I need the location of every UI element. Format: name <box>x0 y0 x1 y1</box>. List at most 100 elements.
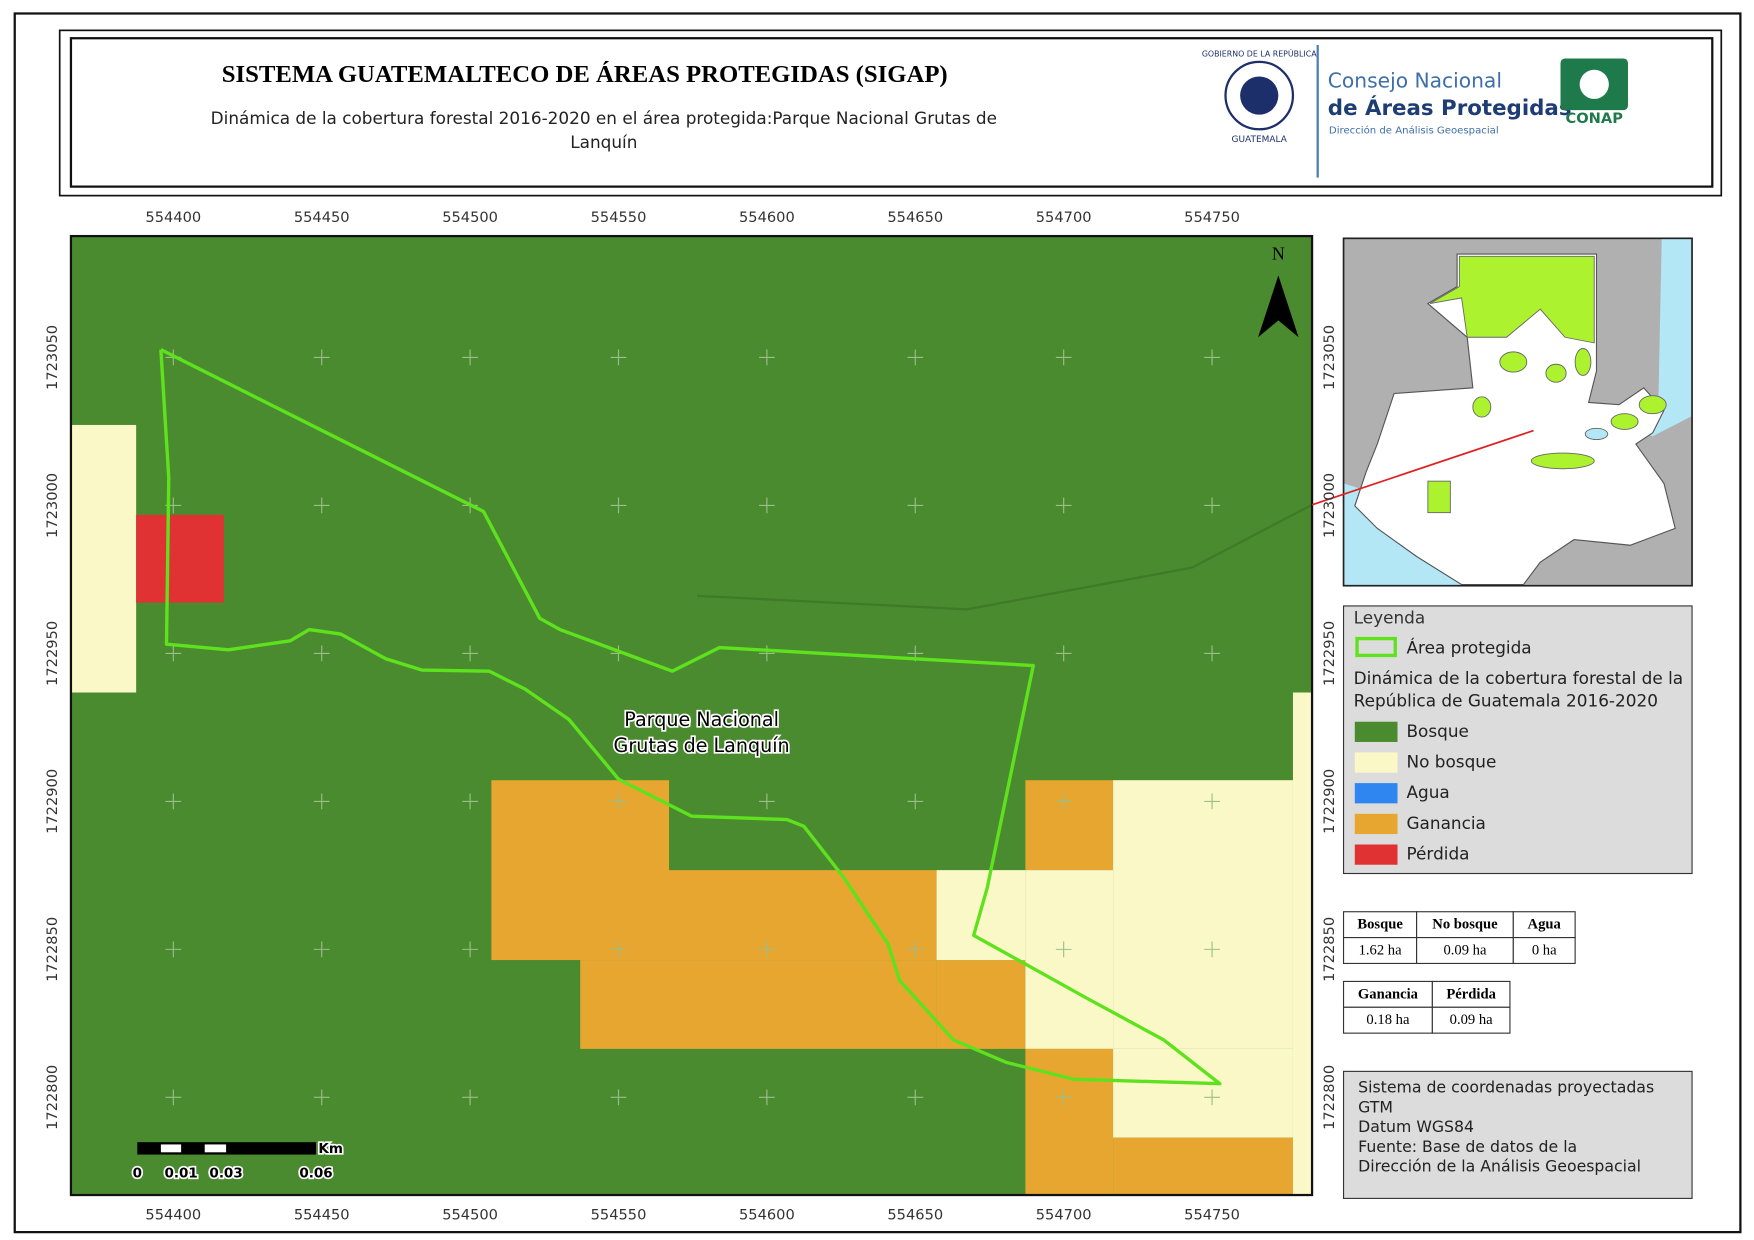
inset-protected-area <box>1472 396 1492 418</box>
inset-frame <box>1342 237 1693 587</box>
y-tick-label: 1722800 <box>1321 1065 1338 1130</box>
legend-label: Agua <box>1407 782 1450 802</box>
info-line: Fuente: Base de datos de la <box>1358 1137 1577 1156</box>
grid-cross <box>313 497 330 514</box>
raster-cell <box>580 960 937 1049</box>
legend-swatch <box>1354 721 1398 742</box>
scale-label: 0.03 <box>209 1166 242 1182</box>
inset-lake <box>1584 427 1609 441</box>
legend-swatch <box>1355 636 1397 658</box>
conap-badge-text: CONAP <box>1566 110 1624 127</box>
raster-cell <box>1113 1048 1293 1138</box>
table-cell <box>1342 980 1433 1008</box>
info-line: Dirección de la Análisis Geoespacial <box>1358 1156 1641 1175</box>
raster-cell <box>1292 692 1313 1196</box>
grid-cross <box>1055 645 1072 662</box>
map-frame <box>69 234 1314 1197</box>
table-cell <box>1416 937 1514 965</box>
grid-cross <box>462 1089 478 1106</box>
legend-title: Leyenda <box>1354 607 1426 627</box>
inset-protected-area <box>1545 363 1567 383</box>
north-arrow <box>1258 275 1299 338</box>
inset-locator <box>1311 429 1534 506</box>
raster-cell <box>936 960 1026 1049</box>
y-tick-label: 1722850 <box>1321 917 1338 982</box>
raster-cell <box>1113 780 1293 1049</box>
grid-cross <box>165 645 182 662</box>
y-tick-label: 1722900 <box>1321 769 1338 834</box>
x-tick-label: 554550 <box>591 1206 647 1223</box>
grid-cross <box>1055 941 1072 958</box>
table-value: 1.62 ha <box>1359 942 1403 958</box>
table-cell <box>1431 1006 1511 1034</box>
table-cell <box>1416 911 1514 939</box>
inset-protected-area <box>1429 255 1595 344</box>
grid-cross <box>610 941 627 958</box>
info-text: Sistema de coordenadas proyectadasGTMDat… <box>1358 1078 1654 1176</box>
y-tick-label: 1723000 <box>1321 473 1338 538</box>
north-label: N <box>1272 243 1285 263</box>
grid-cross <box>907 793 924 810</box>
inset-protected-area <box>1530 452 1595 470</box>
info-line: GTM <box>1358 1097 1393 1116</box>
map-frame-group: Parque Nacional Grutas de Lanquín <box>70 236 1313 1196</box>
legend-label: Ganancia <box>1407 813 1486 833</box>
x-tick-label: 554400 <box>145 1206 201 1223</box>
x-tick-label: 554750 <box>1184 1206 1240 1223</box>
scale-unit: Km <box>318 1141 343 1157</box>
grid-cross <box>313 793 330 810</box>
x-tick-label: 554450 <box>294 1206 350 1223</box>
grid-cross <box>462 793 478 810</box>
grid-cross <box>759 1089 775 1106</box>
grid-cross <box>907 941 924 958</box>
table-value: 0.09 ha <box>1450 1012 1494 1028</box>
legend-subtitle: Dinámica de la cobertura forestal de la <box>1354 668 1683 688</box>
x-tick-label: 554650 <box>887 209 943 226</box>
grid-cross <box>313 1089 330 1106</box>
grid-cross <box>462 645 478 662</box>
y-tick-label: 1723050 <box>44 325 61 390</box>
table-header: Bosque <box>1357 917 1403 933</box>
table-cell <box>1342 937 1418 965</box>
legend-swatch <box>1354 813 1398 835</box>
subtitle: Lanquín <box>570 132 637 152</box>
area-label: Parque Nacional <box>624 708 779 731</box>
table-value: 0 ha <box>1532 942 1557 958</box>
grid-cross <box>165 793 182 810</box>
grid-cross <box>907 1089 924 1106</box>
x-tick-label: 554600 <box>739 1206 795 1223</box>
scale-bar-segment <box>160 1144 182 1153</box>
legend-box <box>1342 605 1693 875</box>
x-tick-label: 554400 <box>145 209 201 226</box>
grid-cross <box>1204 1089 1220 1106</box>
grid-cross <box>462 941 478 958</box>
info-line: Sistema de coordenadas proyectadas <box>1358 1078 1654 1097</box>
header-inner <box>69 37 1714 188</box>
table-header: Ganancia <box>1358 986 1419 1002</box>
grid-cross <box>610 1089 627 1106</box>
grid-cross <box>907 349 924 366</box>
y-tick-label: 1722950 <box>44 621 61 686</box>
y-tick-label: 1723050 <box>1321 325 1338 390</box>
scale-bar <box>137 1142 317 1155</box>
grid-cross <box>610 349 627 366</box>
y-tick-label: 1722800 <box>44 1065 61 1130</box>
y-tick-label: 1722900 <box>44 769 61 834</box>
area-tables: Bosque 1.62 ha No bosque 0.09 ha Agua 0 ha Gan… <box>1342 911 1576 1034</box>
grid-cross <box>759 497 775 514</box>
x-tick-label: 554500 <box>442 209 498 226</box>
seal-emblem <box>1240 76 1279 115</box>
scale-bar-segment <box>204 1144 227 1153</box>
grid-cross <box>759 941 775 958</box>
table-header: Pérdida <box>1446 986 1496 1002</box>
grid-cross <box>1204 349 1220 366</box>
x-tick-label: 554750 <box>1184 209 1240 226</box>
table-header: No bosque <box>1432 917 1498 933</box>
area-label: Grutas de Lanquín <box>614 734 790 757</box>
x-tick-label: 554550 <box>591 209 647 226</box>
raster-cell <box>491 780 670 961</box>
x-tick-label: 554500 <box>442 1206 498 1223</box>
y-tick-label: 1722850 <box>44 917 61 982</box>
conap-text: Consejo Nacional <box>1328 69 1502 93</box>
raster-cell <box>1025 1048 1114 1196</box>
